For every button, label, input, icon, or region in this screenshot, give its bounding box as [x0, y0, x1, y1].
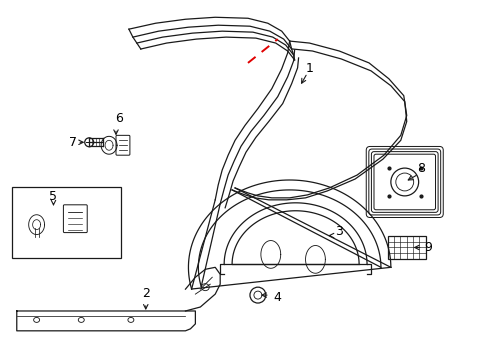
FancyBboxPatch shape: [12, 187, 121, 258]
Text: 8: 8: [416, 162, 424, 175]
Text: 6: 6: [115, 112, 122, 125]
FancyBboxPatch shape: [371, 152, 437, 212]
Ellipse shape: [395, 173, 413, 191]
Text: 5: 5: [49, 190, 58, 203]
FancyBboxPatch shape: [387, 235, 425, 260]
FancyBboxPatch shape: [373, 154, 435, 210]
FancyBboxPatch shape: [63, 205, 87, 233]
Ellipse shape: [253, 291, 262, 299]
Text: 4: 4: [273, 291, 281, 303]
Text: 2: 2: [142, 287, 149, 300]
FancyBboxPatch shape: [366, 147, 442, 217]
Text: 7: 7: [69, 136, 77, 149]
FancyBboxPatch shape: [368, 149, 440, 215]
Ellipse shape: [128, 318, 134, 323]
Text: 1: 1: [305, 62, 313, 75]
Text: 9: 9: [424, 241, 431, 254]
Ellipse shape: [34, 318, 40, 323]
Ellipse shape: [78, 318, 84, 323]
Ellipse shape: [201, 284, 209, 291]
Ellipse shape: [249, 287, 265, 303]
FancyBboxPatch shape: [116, 135, 130, 155]
Ellipse shape: [84, 138, 94, 147]
Ellipse shape: [390, 168, 418, 196]
Text: 3: 3: [335, 225, 343, 238]
